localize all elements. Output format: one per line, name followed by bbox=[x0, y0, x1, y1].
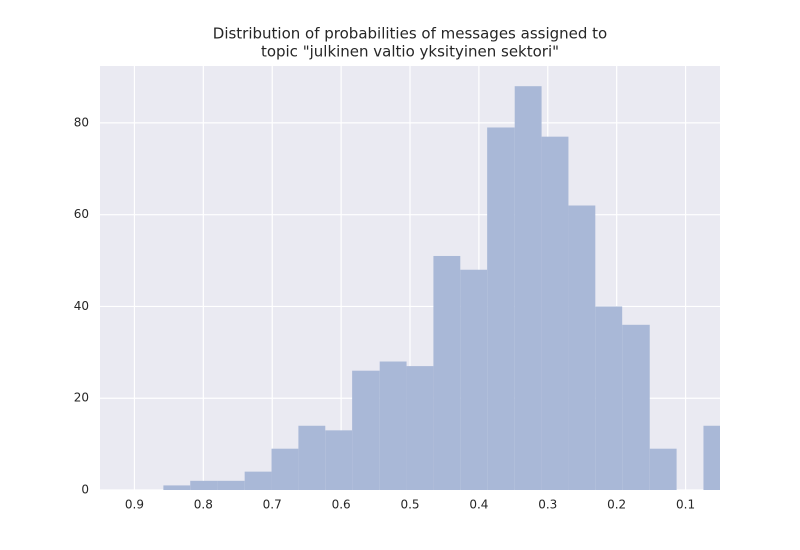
bar bbox=[703, 425, 720, 490]
chart-title: topic "julkinen valtio yksityinen sektor… bbox=[261, 43, 559, 61]
bar bbox=[271, 448, 299, 490]
x-tick-label: 0.3 bbox=[538, 498, 557, 512]
bar bbox=[190, 480, 218, 490]
bar bbox=[163, 485, 191, 490]
x-tick-label: 0.1 bbox=[676, 498, 695, 512]
bar bbox=[325, 430, 353, 490]
labels: 0 20 40 60 80 0.9 0.8 0.7 0.6 0.5 0.4 0.3 0.2 0.1 bbox=[74, 115, 695, 511]
y-tick-label: 40 bbox=[74, 299, 89, 313]
bar bbox=[217, 480, 245, 490]
bar bbox=[595, 306, 623, 490]
y-tick-label: 80 bbox=[74, 115, 89, 129]
y-tick-label: 60 bbox=[74, 207, 89, 221]
x-tick-label: 0.2 bbox=[607, 498, 626, 512]
bar bbox=[433, 255, 461, 490]
x-tick-label: 0.5 bbox=[400, 498, 419, 512]
bar bbox=[487, 127, 515, 490]
bar bbox=[568, 205, 596, 490]
x-tick-label: 0.9 bbox=[125, 498, 144, 512]
bar bbox=[514, 86, 542, 490]
bar bbox=[541, 136, 569, 490]
x-tick-label: 0.8 bbox=[194, 498, 213, 512]
bar bbox=[649, 448, 677, 490]
chart-title: Distribution of probabilities of message… bbox=[213, 25, 607, 43]
bar bbox=[622, 324, 650, 490]
bar bbox=[352, 370, 380, 490]
bar bbox=[460, 269, 488, 490]
bar bbox=[298, 425, 326, 490]
x-tick-label: 0.6 bbox=[332, 498, 351, 512]
bars bbox=[163, 86, 720, 490]
x-tick-label: 0.7 bbox=[263, 498, 282, 512]
x-tick-label: 0.4 bbox=[469, 498, 488, 512]
bar bbox=[406, 366, 434, 490]
bar bbox=[379, 361, 407, 490]
y-tick-label: 20 bbox=[74, 391, 89, 405]
y-tick-label: 0 bbox=[81, 483, 89, 497]
bar bbox=[244, 471, 272, 490]
